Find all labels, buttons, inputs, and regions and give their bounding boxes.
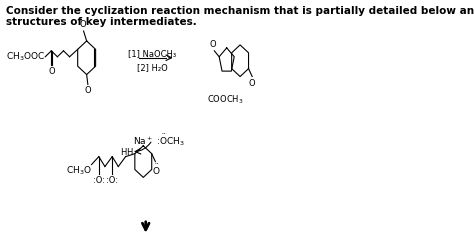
Text: structures of key intermediates.: structures of key intermediates. [6, 17, 196, 27]
Text: CH$_3$O: CH$_3$O [65, 164, 91, 177]
Text: O: O [48, 67, 55, 76]
Text: [1] NaOCH₃: [1] NaOCH₃ [128, 49, 176, 58]
Text: :O:: :O: [93, 176, 105, 186]
Text: H: H [126, 148, 132, 157]
Text: $\ddot{\rm O}$: $\ddot{\rm O}$ [152, 162, 160, 177]
Text: [2] H₂O: [2] H₂O [137, 63, 168, 72]
Text: COOCH$_3$: COOCH$_3$ [207, 93, 244, 106]
Text: :O:: :O: [106, 176, 118, 186]
Text: Na$^+$ :$\ddot{\rm O}$CH$_3$: Na$^+$ :$\ddot{\rm O}$CH$_3$ [133, 133, 184, 148]
Text: O: O [249, 79, 255, 88]
Text: H: H [120, 148, 127, 157]
Text: O: O [80, 20, 86, 29]
Text: Consider the cyclization reaction mechanism that is partially detailed below and: Consider the cyclization reaction mechan… [6, 6, 474, 16]
Text: O: O [84, 86, 91, 95]
Text: CH$_3$OOC: CH$_3$OOC [6, 51, 45, 63]
Text: O: O [210, 40, 217, 49]
